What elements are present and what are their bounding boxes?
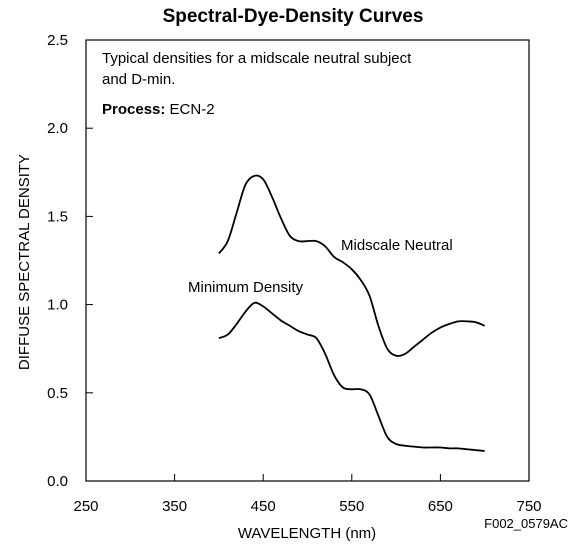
series-label-minimum: Minimum Density [188,279,304,296]
y-tick-label: 1.0 [47,297,68,314]
x-tick-label: 550 [339,498,364,515]
x-axis-label: WAVELENGTH (nm) [238,525,376,542]
series-label-midscale: Midscale Neutral [341,237,453,254]
y-tick-label: 2.5 [47,32,68,49]
y-tick-label: 0.5 [47,385,68,402]
annotation-line-1: Typical densities for a midscale neutral… [102,50,412,67]
series-group [218,174,486,452]
y-tick-label: 0.0 [47,473,68,490]
plot-frame [85,39,530,482]
chart-title: Spectral-Dye-Density Curves [163,6,424,27]
figure-code: F002_0579AC [484,516,568,531]
x-tick-label: 250 [73,498,98,515]
series-line-midscale-neutral [218,174,486,357]
y-tick-label: 1.5 [47,208,68,225]
process-value: ECN-2 [170,101,215,118]
series-line-minimum-density [218,301,485,452]
x-tick-label: 750 [516,498,541,515]
x-axis: 250 350 450 550 650 750 [73,474,542,515]
process-label: Process: [102,101,165,118]
x-tick-label: 450 [251,498,276,515]
annotation-line-2: and D-min. [102,71,175,88]
y-axis: 0.0 0.5 1.0 1.5 2.0 2.5 [47,32,93,490]
y-tick-label: 2.0 [47,120,68,137]
process-note: Process: ECN-2 [102,101,215,118]
x-tick-label: 350 [162,498,187,515]
x-tick-label: 650 [428,498,453,515]
y-axis-label: DIFFUSE SPECTRAL DENSITY [16,154,33,370]
